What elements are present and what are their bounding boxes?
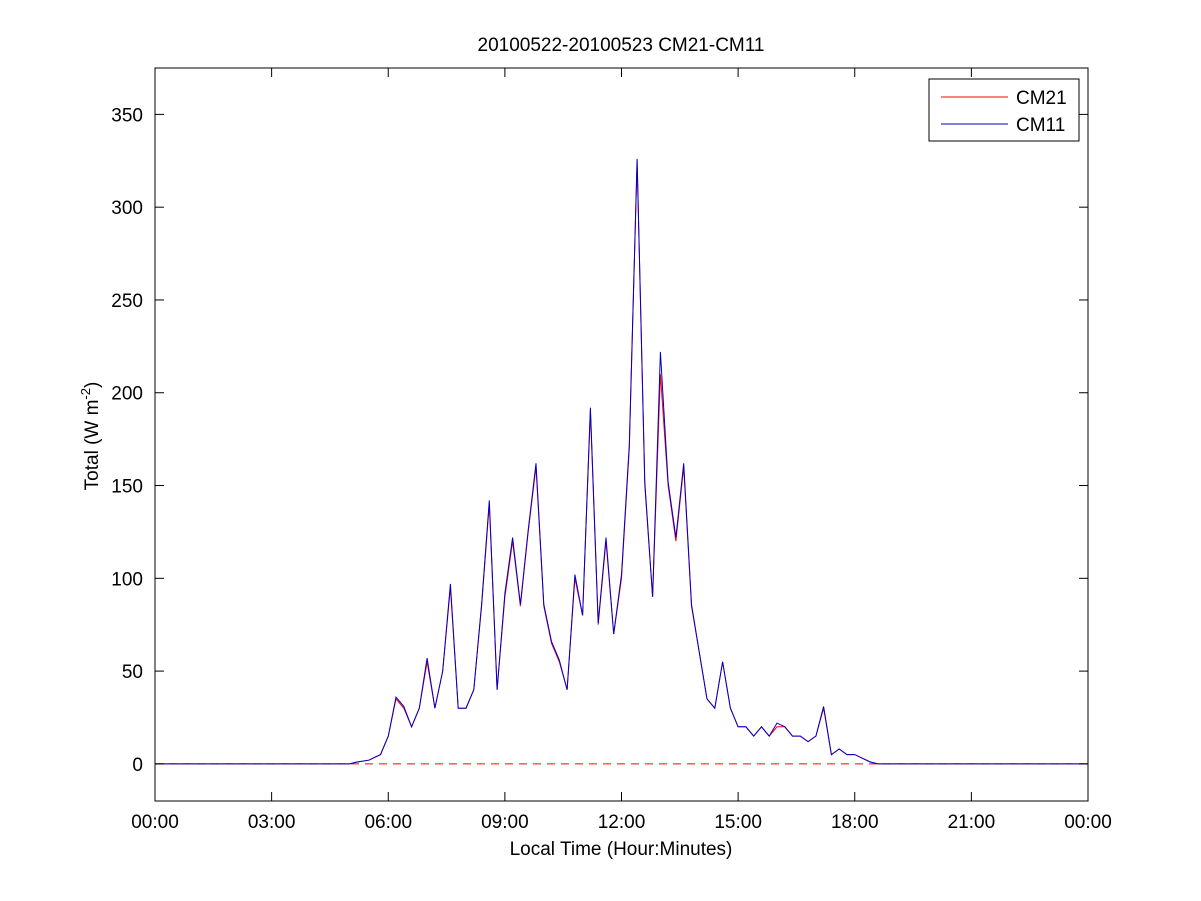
legend-label-cm21: CM21	[1016, 88, 1067, 109]
legend-label-cm11: CM11	[1016, 115, 1065, 136]
y-tick-label: 100	[111, 569, 143, 590]
y-tick-label: 150	[111, 477, 143, 498]
x-tick-label: 18:00	[831, 812, 879, 833]
y-tick-label: 0	[132, 755, 143, 776]
x-tick-label: 00:00	[131, 812, 179, 833]
y-axis-title-close: )	[82, 382, 103, 388]
y-tick-label: 350	[111, 105, 143, 126]
x-tick-label: 09:00	[481, 812, 529, 833]
y-axis-title-sup: -2	[78, 388, 93, 400]
plot-area	[155, 68, 1088, 801]
legend: CM21 CM11	[928, 78, 1080, 142]
x-tick-label: 00:00	[1064, 812, 1112, 833]
y-axis-title-main: Total (W m	[82, 400, 103, 491]
x-tick-label: 03:00	[248, 812, 296, 833]
y-tick-label: 200	[111, 384, 143, 405]
x-tick-label: 21:00	[948, 812, 996, 833]
y-tick-label: 50	[122, 662, 143, 683]
x-tick-label: 12:00	[598, 812, 646, 833]
y-tick-label: 250	[111, 291, 143, 312]
chart-title: 20100522-20100523 CM21-CM11	[478, 35, 765, 56]
series-line-cm11	[155, 158, 1088, 765]
tick-layer: 00:00 03:00 06:00 09:00 12:00 15:00 18:00 21:00…	[111, 68, 1112, 833]
series-layer	[155, 158, 1088, 765]
legend-box	[928, 78, 1080, 142]
y-tick-label: 300	[111, 198, 143, 219]
x-axis-title: Local Time (Hour:Minutes)	[510, 839, 733, 860]
x-tick-label: 15:00	[714, 812, 762, 833]
y-axis-title: Total (W m-2)	[78, 382, 103, 491]
x-tick-label: 06:00	[364, 812, 412, 833]
